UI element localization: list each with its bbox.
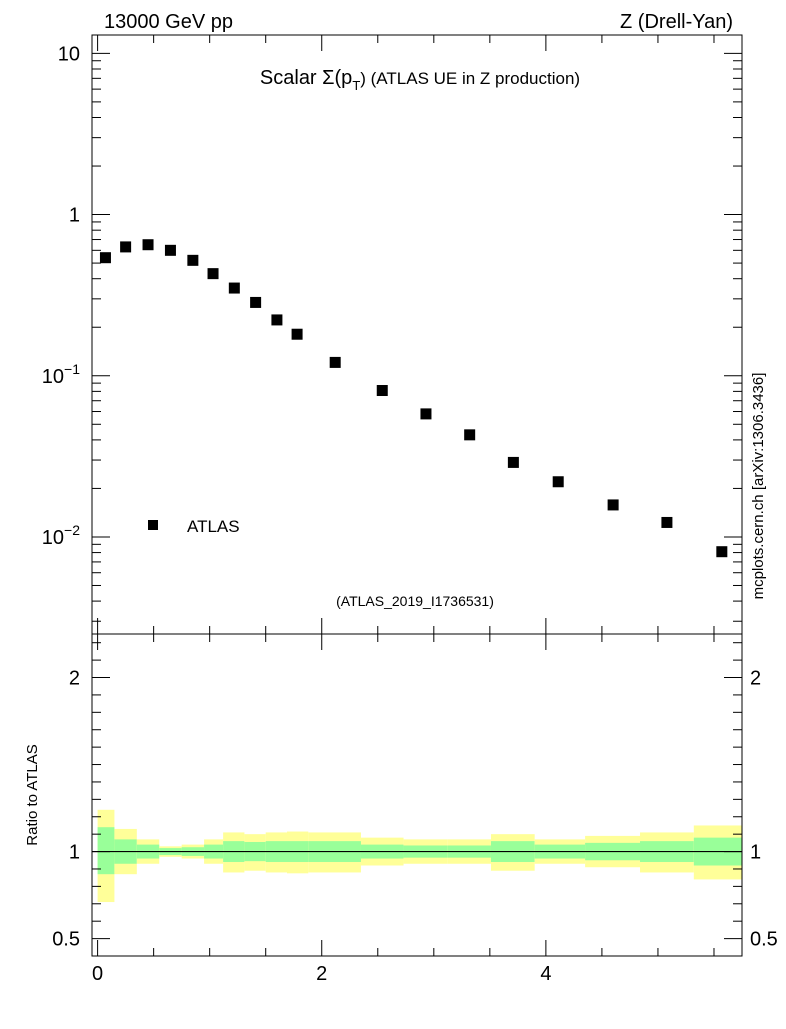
- data-point: [142, 239, 154, 251]
- main-y-tick-label: 10−2: [42, 522, 80, 549]
- main-y-tick-label: 10−1: [42, 361, 80, 388]
- header-left: 13000 GeV pp: [104, 11, 233, 33]
- header-right: Z (Drell-Yan): [620, 11, 733, 33]
- data-point: [291, 328, 303, 340]
- ratio-y-tick-label-right: 1: [750, 842, 761, 864]
- tick-exponent: −2: [64, 522, 80, 538]
- main-axis-ticks: [92, 35, 742, 634]
- tick-exponent: −1: [64, 361, 80, 377]
- main-panel: Scalar Σ(pT) (ATLAS UE in Z production) …: [42, 34, 743, 635]
- tick-base: 10: [42, 527, 64, 549]
- main-title-subscript: T: [352, 78, 360, 93]
- legend-label: ATLAS: [187, 517, 240, 536]
- side-label: mcplots.cern.ch [arXiv:1306.3436]: [750, 373, 767, 600]
- data-point: [507, 456, 519, 468]
- ratio-y-tick-label-right: 0.5: [750, 929, 778, 951]
- data-point: [120, 241, 132, 253]
- ratio-bands: [97, 809, 742, 903]
- data-point: [250, 296, 262, 308]
- ratio-x-tick-labels: 0 2 4: [92, 963, 551, 985]
- main-title-prefix: Scalar Σ(p: [260, 67, 352, 89]
- data-point: [99, 252, 111, 264]
- main-y-tick-label: 1: [69, 205, 80, 227]
- ratio-x-tick-label: 0: [92, 963, 103, 985]
- data-point: [464, 429, 476, 441]
- data-point: [164, 244, 176, 256]
- main-y-tick-label: 10: [58, 43, 80, 65]
- ratio-y-tick-labels: 2 2 1 1 0.5 0.5: [52, 668, 778, 951]
- data-point: [552, 476, 564, 488]
- tick-base: 10: [42, 366, 64, 388]
- data-point: [228, 282, 240, 294]
- data-point: [376, 385, 388, 397]
- ratio-plot-frame: [91, 633, 743, 957]
- main-title: Scalar Σ(pT) (ATLAS UE in Z production): [260, 67, 580, 93]
- main-data-points: [99, 239, 728, 558]
- data-point: [661, 516, 673, 528]
- data-point: [607, 499, 619, 511]
- legend-marker: [148, 520, 158, 530]
- ratio-y-tick-label-left: 0.5: [52, 929, 80, 951]
- ratio-ylabel: Ratio to ATLAS: [24, 744, 41, 845]
- data-point: [329, 356, 341, 368]
- data-point: [716, 546, 728, 558]
- data-point: [187, 254, 199, 266]
- data-point: [271, 314, 283, 326]
- data-point: [207, 268, 219, 280]
- main-plot-frame: [91, 34, 743, 635]
- ratio-y-tick-label-left: 1: [69, 842, 80, 864]
- data-point: [420, 408, 432, 420]
- ratio-x-tick-label: 4: [540, 963, 551, 985]
- main-title-suffix: ) (ATLAS UE in Z production): [360, 69, 580, 88]
- ratio-panel: 2 2 1 1 0.5 0.5 0 2 4 Ratio to ATLAS: [24, 633, 778, 985]
- ratio-y-tick-label-right: 2: [750, 668, 761, 690]
- ratio-band-inner: [97, 827, 115, 875]
- watermark: (ATLAS_2019_I1736531): [336, 593, 494, 609]
- ratio-x-tick-label: 2: [316, 963, 327, 985]
- ratio-y-tick-label-left: 2: [69, 668, 80, 690]
- ratio-axis-ticks: [92, 634, 742, 956]
